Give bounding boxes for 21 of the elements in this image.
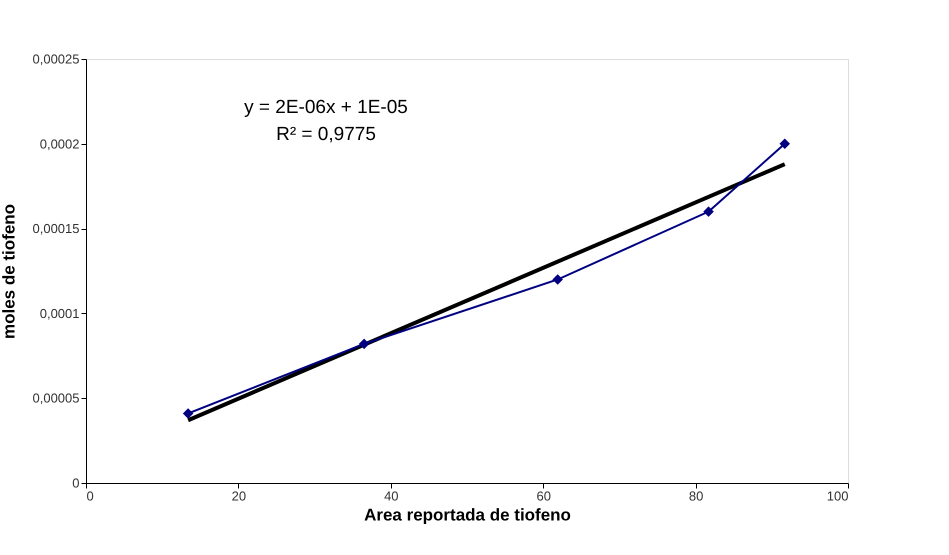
x-tick-label: 0 [86, 488, 94, 504]
y-axis-title: moles de tiofeno [0, 204, 19, 340]
x-tick-label: 80 [688, 488, 704, 504]
x-axis-title: Area reportada de tiofeno [364, 506, 571, 524]
y-tick-label: 0,0002 [40, 136, 80, 152]
point [780, 138, 790, 150]
point [552, 274, 563, 285]
y-tick-label: 0,00025 [32, 52, 80, 66]
x-tick-label: 40 [384, 488, 399, 504]
y-tick-label: 0,00015 [32, 221, 80, 236]
point [703, 206, 714, 217]
y-tick-label: 0 [72, 476, 80, 490]
y-tick-label: 0,00005 [32, 390, 80, 406]
x-tick-label: 100 [826, 488, 848, 504]
point [182, 408, 194, 419]
annotation: y = 2E-06x + 1E-05 [244, 97, 408, 118]
annotation: R² = 0,9775 [276, 124, 376, 145]
y-tick-label: 0,0001 [40, 306, 80, 321]
point [358, 338, 370, 350]
x-tick-label: 60 [536, 488, 551, 504]
x-tick-label: 20 [232, 488, 246, 504]
